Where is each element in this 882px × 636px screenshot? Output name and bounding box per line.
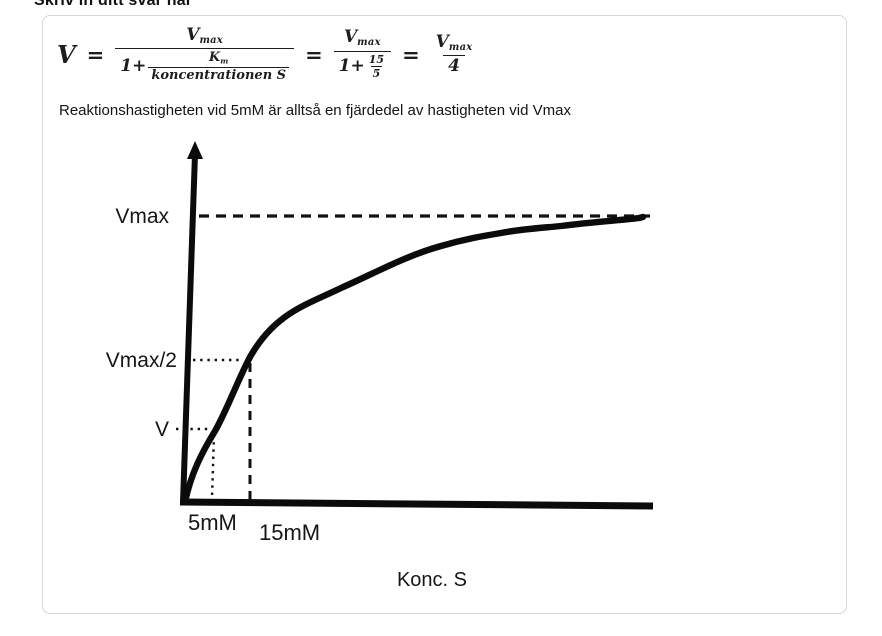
fraction-2: Vmax 1+ 15 5 (333, 27, 392, 81)
equals-sign: = (86, 41, 105, 67)
formula: V = Vmax 1+ Km koncentrationen S = Vmax … (57, 25, 478, 82)
x-axis (179, 498, 654, 510)
y-axis (180, 153, 198, 504)
label-vmax: Vmax (115, 205, 169, 228)
fraction-3-denominator: 4 (443, 55, 465, 76)
fraction-3-numerator: Vmax (435, 31, 473, 53)
x-axis-title: Konc. S (397, 569, 467, 591)
equals-sign: = (305, 41, 323, 67)
fraction-1-denominator: 1+ Km koncentrationen S (115, 48, 295, 82)
y-axis-arrowhead (187, 141, 203, 159)
page-title: Skriv in ditt svar här (34, 0, 193, 9)
saturation-curve (181, 213, 647, 506)
fraction-2-numerator: Vmax (343, 27, 381, 49)
tick-15mM: 15mM (259, 520, 320, 545)
guide-5mM-dotted-vertical (210, 434, 216, 499)
answer-text: Reaktionshastigheten vid 5mM är alltså e… (59, 102, 571, 119)
km-fraction: Km koncentrationen S (148, 51, 290, 82)
fraction-1: Vmax 1+ Km koncentrationen S (115, 25, 295, 82)
answer-panel[interactable]: V = Vmax 1+ Km koncentrationen S = Vmax … (42, 15, 847, 614)
michaelis-menten-chart: Vmax Vmax/2 V 5mM 15mM Konc. S (106, 141, 654, 591)
label-v: V (155, 418, 169, 441)
fraction-1-numerator: Vmax (186, 25, 224, 47)
equals-sign: = (402, 41, 420, 67)
tick-5mM: 5mM (188, 510, 237, 535)
fraction-3: Vmax 4 (431, 31, 478, 76)
fifteen-fifths-fraction: 15 5 (368, 52, 385, 81)
label-vmax-half: Vmax/2 (106, 349, 177, 372)
formula-lhs: V (57, 40, 76, 70)
fraction-2-denominator: 1+ 15 5 (333, 50, 392, 81)
